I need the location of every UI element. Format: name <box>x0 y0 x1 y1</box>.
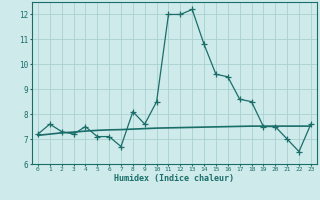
X-axis label: Humidex (Indice chaleur): Humidex (Indice chaleur) <box>115 174 234 183</box>
